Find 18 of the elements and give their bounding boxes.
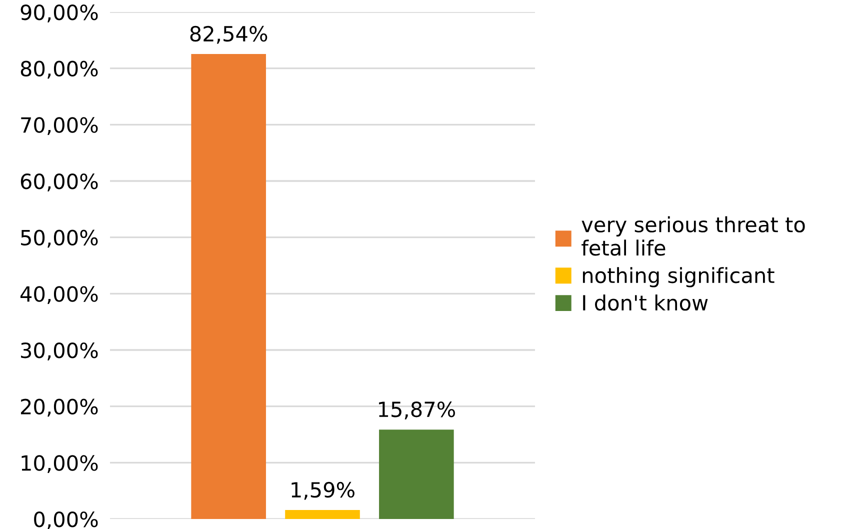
data-label: 1,59%: [292, 482, 354, 500]
y-tick-label: 50,00%: [21, 230, 98, 248]
bar: [379, 430, 454, 519]
legend-label: nothing significant: [582, 267, 774, 288]
y-tick-label: 90,00%: [20, 4, 98, 22]
y-tick-label: 80,00%: [20, 60, 98, 79]
legend-label: I don't know: [583, 294, 708, 311]
y-tick-label: 60,00%: [20, 173, 98, 192]
y-tick-label: 40,00%: [20, 286, 98, 304]
y-tick-label: 30,00%: [21, 342, 98, 360]
bar: [285, 510, 360, 519]
y-tick-label: 20,00%: [20, 398, 98, 417]
y-tick-label: 10,00%: [22, 455, 98, 474]
y-tick-label: 70,00%: [21, 117, 98, 136]
data-label: 82,54%: [190, 26, 268, 44]
y-tick-label: 0,00%: [34, 511, 98, 529]
data-label: 15,87%: [378, 401, 455, 420]
bar: [191, 54, 266, 519]
